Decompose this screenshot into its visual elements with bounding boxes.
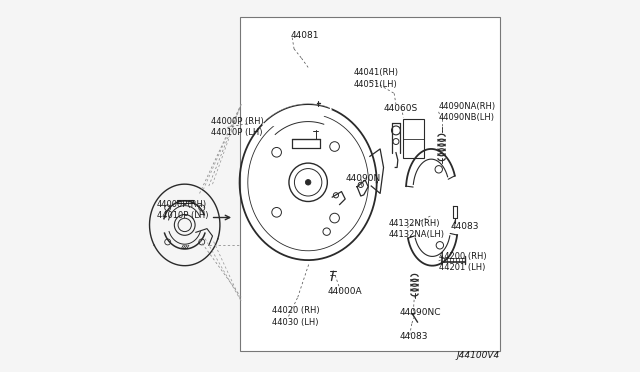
- Bar: [403, 119, 424, 158]
- Text: 44000P(RH)
44010P (LH): 44000P(RH) 44010P (LH): [157, 200, 209, 220]
- Text: J44100V4: J44100V4: [456, 351, 500, 360]
- Text: 44132N(RH)
44132NA(LH): 44132N(RH) 44132NA(LH): [388, 219, 445, 239]
- Text: 44200 (RH)
44201 (LH): 44200 (RH) 44201 (LH): [438, 252, 486, 272]
- Text: 44060S: 44060S: [384, 104, 418, 113]
- Text: 44090N: 44090N: [346, 174, 381, 183]
- Text: 44000A: 44000A: [328, 287, 362, 296]
- Circle shape: [305, 180, 311, 185]
- Text: 44083: 44083: [451, 222, 479, 231]
- Text: 44090NC: 44090NC: [400, 308, 441, 317]
- Bar: [240, 17, 500, 351]
- Text: 44083: 44083: [400, 331, 428, 341]
- Polygon shape: [264, 105, 330, 136]
- Text: 44081: 44081: [291, 31, 319, 41]
- Text: 44000P (RH)
44010P (LH): 44000P (RH) 44010P (LH): [211, 117, 264, 137]
- Text: 44020 (RH)
44030 (LH): 44020 (RH) 44030 (LH): [272, 307, 319, 327]
- Text: 44090NA(RH)
44090NB(LH): 44090NA(RH) 44090NB(LH): [438, 102, 496, 122]
- Text: 44041(RH)
44051(LH): 44041(RH) 44051(LH): [354, 68, 399, 89]
